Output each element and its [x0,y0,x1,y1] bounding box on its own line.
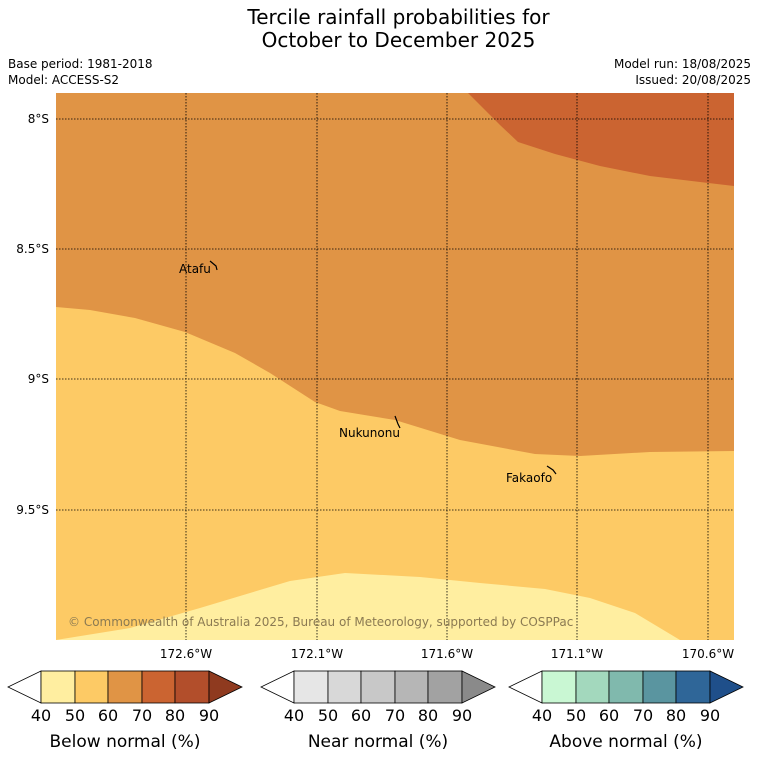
below-bin-50-60 [74,670,109,704]
model-run: Model run: 18/08/2025 [613,57,751,71]
lat-label-9s: 9°S [28,372,49,386]
near-tick-90: 90 [452,706,472,725]
below-tick-50: 50 [65,706,85,725]
label-fakaofo: Fakaofo [506,471,552,485]
above-bin-60-70 [608,670,644,704]
atafu-coastline [209,260,218,271]
title-line-1: Tercile rainfall probabilities for [247,5,550,29]
above-bin-40-50 [541,670,577,704]
below-tick-60: 60 [98,706,118,725]
above-tick-40: 40 [532,706,552,725]
region-below-70-80 [468,93,734,186]
colorbar-label-below: Below normal (%) [50,732,201,752]
below-bin-80-90 [174,670,210,704]
below-tick-80: 80 [165,706,185,725]
region-below-50-60 [56,307,734,640]
lat-label-8s: 8°S [28,112,49,126]
issued-date: Issued: 20/08/2025 [635,73,751,87]
lon-label-171-6w: 171.6°W [421,647,473,661]
island-fakaofo [546,465,557,475]
colorbar-label-near: Near normal (%) [308,732,448,752]
near-tick-80: 80 [418,706,438,725]
above-bin-70-80 [642,670,677,704]
fakaofo-coastline [546,465,557,475]
below-tick-90: 90 [199,706,219,725]
below-bin-70-80 [141,670,176,704]
colorbar-below-normal [7,670,243,704]
lon-label-171-1w: 171.1°W [551,647,603,661]
above-bin-50-60 [575,670,610,704]
below-tick-70: 70 [132,706,152,725]
above-bin-80-90 [675,670,711,704]
model-name: Model: ACCESS-S2 [8,73,120,87]
below-bin-60-70 [107,670,143,704]
above-tick-70: 70 [633,706,653,725]
colorbar-above-normal [508,670,744,704]
lat-label-9-5s: 9.5°S [16,503,49,517]
above-tick-60: 60 [599,706,619,725]
lon-label-172-6w: 172.6°W [160,647,212,661]
nukunonu-coastline [394,415,401,429]
base-period: Base period: 1981-2018 [8,57,153,71]
colorbar-label-above: Above normal (%) [549,732,702,752]
below-under-triangle [7,670,42,704]
above-under-triangle [508,670,543,704]
above-tick-80: 80 [666,706,686,725]
near-tick-70: 70 [385,706,405,725]
near-bin-40-50 [293,670,329,704]
island-atafu [209,260,218,271]
below-over-triangle [208,670,243,704]
label-nukunonu: Nukunonu [339,426,400,440]
title-line-2: October to December 2025 [261,28,536,52]
near-tick-60: 60 [351,706,371,725]
graticule [56,93,734,640]
above-over-triangle [709,670,744,704]
above-tick-50: 50 [566,706,586,725]
region-below-40-50 [56,573,680,640]
label-atafu: Atafu [179,262,211,276]
near-bin-60-70 [360,670,396,704]
island-nukunonu [394,415,401,429]
below-tick-40: 40 [31,706,51,725]
near-tick-40: 40 [284,706,304,725]
lon-label-170-6w: 170.6°W [682,647,734,661]
copyright-notice: © Commonwealth of Australia 2025, Bureau… [68,615,573,629]
lat-label-8-5s: 8.5°S [16,242,49,256]
above-tick-90: 90 [700,706,720,725]
near-bin-80-90 [427,670,463,704]
near-over-triangle [461,670,496,704]
near-bin-70-80 [394,670,429,704]
lon-label-172-1w: 172.1°W [291,647,343,661]
below-bin-40-50 [40,670,76,704]
near-under-triangle [260,670,295,704]
near-tick-50: 50 [318,706,338,725]
colorbar-near-normal [260,670,496,704]
near-bin-50-60 [327,670,362,704]
